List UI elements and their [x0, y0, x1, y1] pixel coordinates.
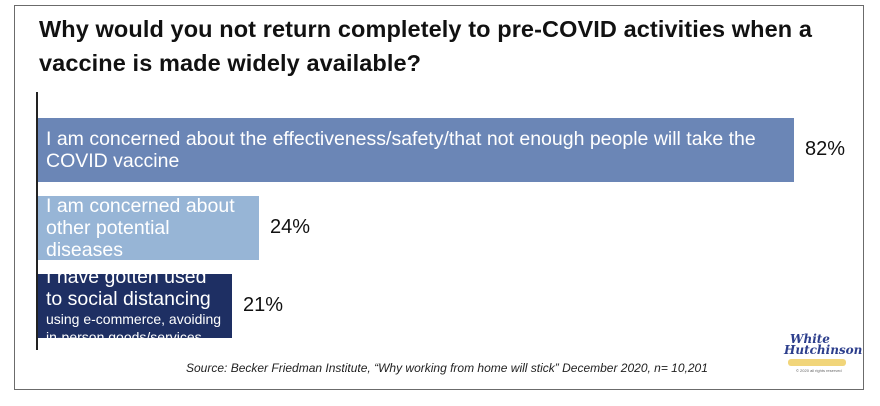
- chart-title: Why would you not return completely to p…: [39, 16, 813, 76]
- logo-copyright: © 2020 all rights reserved: [796, 368, 842, 373]
- white-hutchinson-logo: White Hutchinson © 2020 all rights reser…: [782, 332, 862, 376]
- bar-1: I am concerned about the effectiveness/s…: [38, 118, 794, 182]
- logo-line2: Hutchinson: [784, 343, 863, 357]
- value-label-3: 21%: [243, 294, 284, 316]
- logo-line1: White: [790, 332, 830, 346]
- bar-label-main: I am concerned about other potential dis…: [46, 195, 235, 261]
- bar-label-1: I am concerned about the effectiveness/s…: [46, 118, 786, 182]
- bar-label-sub: using e-commerce, avoiding in-person goo…: [46, 311, 222, 345]
- y-axis-line: [36, 92, 38, 350]
- logo-tagline-ribbon: [788, 359, 846, 366]
- bar-label-main: I have gotten used to social distancing: [46, 266, 211, 310]
- bar-2: I am concerned about other potential dis…: [38, 195, 259, 261]
- value-label-2: 24%: [270, 216, 311, 238]
- chart-frame: [14, 5, 864, 390]
- bar-3: I have gotten used to social distancing u…: [38, 266, 232, 345]
- bar-label-3: I have gotten used to social distancing u…: [46, 266, 224, 345]
- source-note: Source: Becker Friedman Institute, “Why …: [186, 361, 708, 375]
- bar-label-main: I am concerned about the effectiveness/s…: [46, 128, 756, 172]
- value-label-1: 82%: [805, 138, 846, 160]
- bar-label-2: I am concerned about other potential dis…: [46, 195, 251, 261]
